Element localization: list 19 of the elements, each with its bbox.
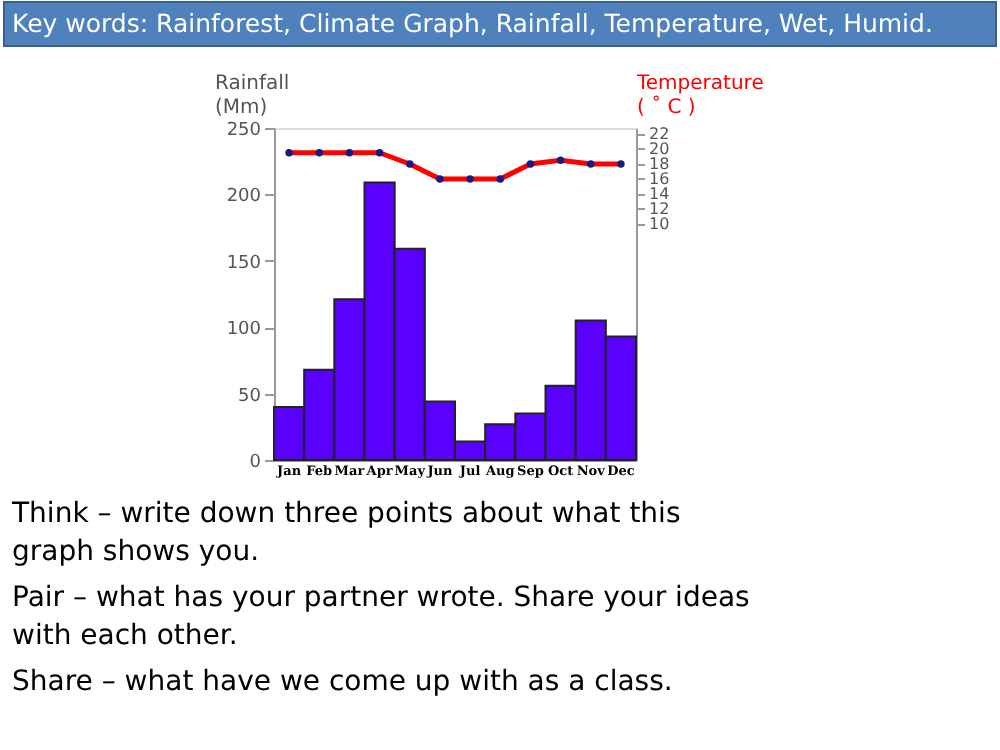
y2-tick-label: 20 — [649, 139, 670, 158]
y2-tick-label: 12 — [649, 199, 670, 218]
chart-title: Key words: Rainforest, Climate Graph, Rainfall, Temperature, Wet, Humid. — [12, 8, 933, 38]
y2-tick-label: 14 — [649, 184, 670, 203]
y2-tick-label: 16 — [649, 169, 670, 188]
y-tick-label: 50 — [238, 386, 262, 407]
y2-axis-title: Temperature ( ˚ C ) — [635, 73, 764, 119]
y-tick-label: 150 — [226, 253, 262, 274]
y2-tick-label: 22 — [649, 125, 670, 143]
text: Share – what have we come up with as a class. — [12, 666, 673, 698]
y2-tick-label: 18 — [649, 154, 670, 173]
text: Think – write down three points about what this graph shows you. — [10, 498, 681, 568]
y-tick-label: 200 — [226, 187, 262, 208]
text: Pair – what has your partner wrote. Share your ideas with each other. — [12, 582, 750, 652]
y-tick-label: 0 — [249, 453, 262, 473]
y2-tick-label: 10 — [649, 214, 670, 233]
y-tick-label: 250 — [226, 121, 262, 141]
y-tick-label: 100 — [226, 320, 262, 341]
y-axis-title: Rainfall (Mm) — [215, 73, 290, 119]
